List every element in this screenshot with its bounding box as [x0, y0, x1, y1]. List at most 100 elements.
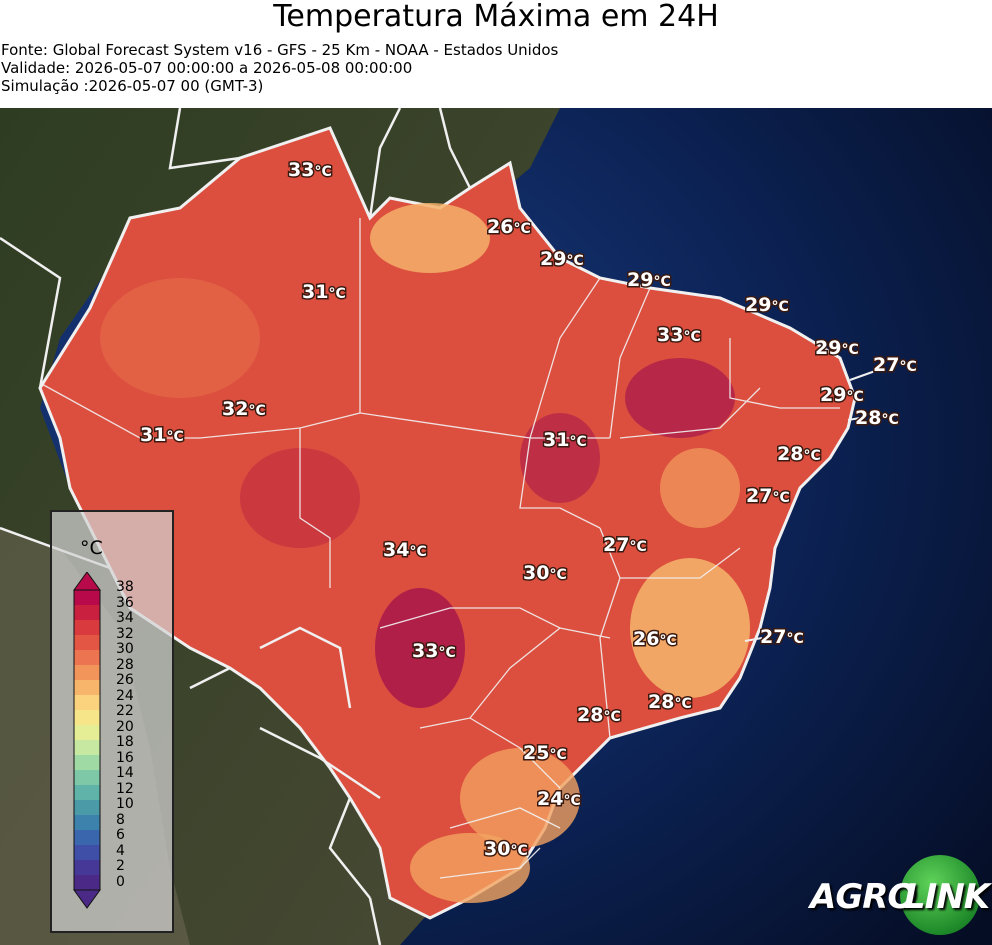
temperature-label: 28°C [777, 443, 821, 465]
temperature-unit: °C [674, 696, 691, 712]
temperature-value: 29 [745, 294, 771, 316]
temperature-value: 33 [657, 324, 683, 346]
temperature-value: 33 [412, 640, 438, 662]
temperature-label: 30°C [484, 838, 528, 860]
legend-tick-label: 16 [116, 749, 134, 766]
logo-text-right: LINK [904, 877, 990, 917]
temperature-value: 24 [537, 788, 563, 810]
temperature-unit: °C [603, 709, 620, 725]
colorbar-frame [73, 589, 101, 891]
temperature-label: 30°C [523, 562, 567, 584]
colorbar-segment [74, 710, 100, 726]
temperature-label: 31°C [140, 424, 184, 446]
legend-tick-label: 6 [116, 827, 125, 843]
temperature-unit: °C [659, 633, 676, 649]
legend-colorbar [73, 572, 101, 909]
legend-tick-label: 38 [116, 579, 134, 595]
temperature-labels: 33°C26°C29°C31°C29°C29°C33°C 29°C27°C29°C… [139, 158, 919, 862]
agrolink-logo: AGRO LINK [806, 855, 990, 935]
temperature-unit: °C [166, 429, 183, 445]
legend-tick-label: 18 [116, 734, 134, 750]
temperature-unit: °C [841, 342, 858, 358]
temperature-unit: °C [881, 412, 898, 428]
temperature-unit: °C [803, 448, 820, 464]
temperature-unit: °C [566, 253, 583, 269]
colorbar-segment [74, 725, 100, 741]
legend-tick-label: 4 [116, 842, 125, 859]
temperature-unit: °C [513, 221, 530, 237]
temperature-value: 34 [383, 539, 409, 561]
colorbar-segment [74, 665, 100, 681]
mild-zone [630, 558, 750, 698]
temperature-label: 31°C [302, 281, 346, 303]
map-metadata: Fonte: Global Forecast System v16 - GFS … [1, 41, 558, 95]
legend-tick-label: 32 [116, 625, 134, 642]
temperature-value: 31 [543, 429, 569, 451]
legend-tick-label: 36 [116, 594, 134, 611]
temperature-label: 27°C [746, 485, 790, 507]
temperature-unit: °C [771, 299, 788, 315]
logo-text-left: AGRO [810, 877, 916, 917]
temperature-label: 27°C [760, 626, 804, 648]
colorbar-top-arrow [73, 572, 101, 591]
temperature-label: 26°C [633, 628, 677, 650]
legend-tick-label: 12 [116, 780, 134, 797]
temperature-value: 25 [523, 742, 549, 764]
temperature-unit: °C [629, 539, 646, 555]
temperature-label: 28°C [577, 704, 621, 726]
temperature-label: 31°C [543, 429, 587, 451]
colorbar-segment [74, 815, 100, 831]
legend-tick-label: 30 [116, 641, 134, 657]
temperature-label: 29°C [540, 248, 584, 270]
mild-zone [370, 203, 490, 273]
temperature-unit: °C [569, 434, 586, 450]
temperature-value: 33 [288, 159, 314, 181]
temperature-value: 27 [760, 626, 786, 648]
temperature-label: 32°C [222, 398, 266, 420]
temperature-unit: °C [786, 631, 803, 647]
temperature-unit: °C [899, 359, 916, 375]
mild-zone [410, 833, 530, 903]
temperature-value: 29 [815, 337, 841, 359]
hot-zone [520, 413, 600, 503]
temperature-label: 27°C [873, 354, 917, 376]
logo-circle [900, 855, 980, 935]
temperature-unit: °C [846, 389, 863, 405]
legend-tick-label: 26 [116, 672, 134, 688]
validity-line: Validade: 2026-05-07 00:00:00 a 2026-05-… [1, 59, 413, 77]
temperature-value: 28 [577, 704, 603, 726]
temperature-label: 33°C [288, 159, 332, 181]
legend-unit: °C [80, 537, 103, 559]
map-title: Temperatura Máxima em 24H [273, 0, 719, 34]
legend-tick-label: 28 [116, 656, 134, 673]
colorbar-segment [74, 635, 100, 651]
temperature-label: 26°C [487, 216, 531, 238]
colorbar-segment [74, 680, 100, 696]
temperature-unit: °C [772, 490, 789, 506]
mild-zone [100, 278, 260, 398]
temperature-value: 28 [648, 691, 674, 713]
temperature-label: 34°C [383, 539, 427, 561]
temperature-unit: °C [314, 164, 331, 180]
colorbar-segment [74, 650, 100, 666]
temperature-unit: °C [248, 403, 265, 419]
colorbar-segment [74, 845, 100, 861]
temperature-label: 29°C [815, 337, 859, 359]
colorbar-segment [74, 860, 100, 876]
colorbar-segment [74, 875, 100, 891]
colorbar-segment [74, 590, 100, 606]
temperature-unit: °C [328, 286, 345, 302]
legend-tick-label: 2 [116, 858, 125, 874]
legend-tick-label: 34 [116, 610, 134, 626]
colorbar-segment [74, 830, 100, 846]
temperature-value: 31 [140, 424, 166, 446]
source-line: Fonte: Global Forecast System v16 - GFS … [1, 41, 559, 59]
simulation-line: Simulação :2026-05-07 00 (GMT-3) [1, 77, 264, 95]
country-borders [0, 108, 472, 945]
colorbar-bottom-arrow [73, 889, 101, 909]
mild-zone [660, 448, 740, 528]
temperature-label: 28°C [855, 407, 899, 429]
legend-tick-label: 24 [116, 687, 134, 704]
colorbar-segment [74, 770, 100, 786]
state-borders [39, 218, 840, 879]
